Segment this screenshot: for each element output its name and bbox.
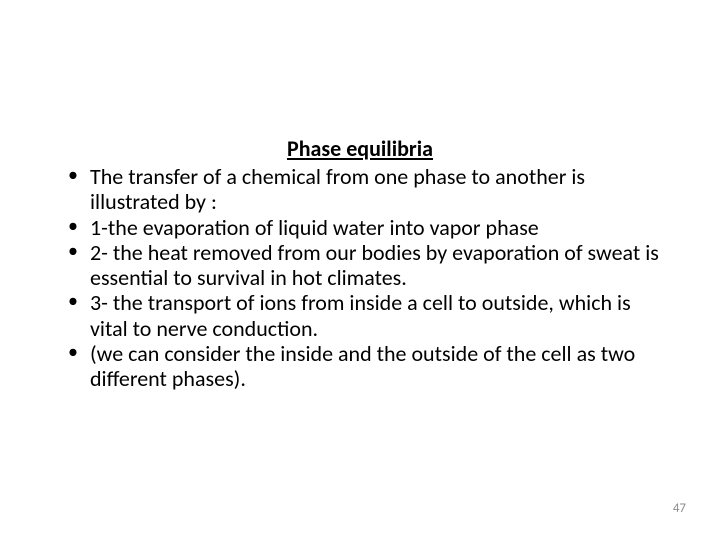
slide-container: Phase equilibria The transfer of a chemi… (0, 0, 720, 540)
slide-title: Phase equilibria (60, 135, 660, 162)
list-item: (we can consider the inside and the outs… (60, 341, 660, 392)
list-item: The transfer of a chemical from one phas… (60, 164, 660, 215)
list-item: 2- the heat removed from our bodies by e… (60, 240, 660, 291)
list-item: 1-the evaporation of liquid water into v… (60, 215, 660, 240)
list-item: 3- the transport of ions from inside a c… (60, 290, 660, 341)
page-number: 47 (673, 501, 686, 516)
bullet-list: The transfer of a chemical from one phas… (60, 164, 660, 392)
